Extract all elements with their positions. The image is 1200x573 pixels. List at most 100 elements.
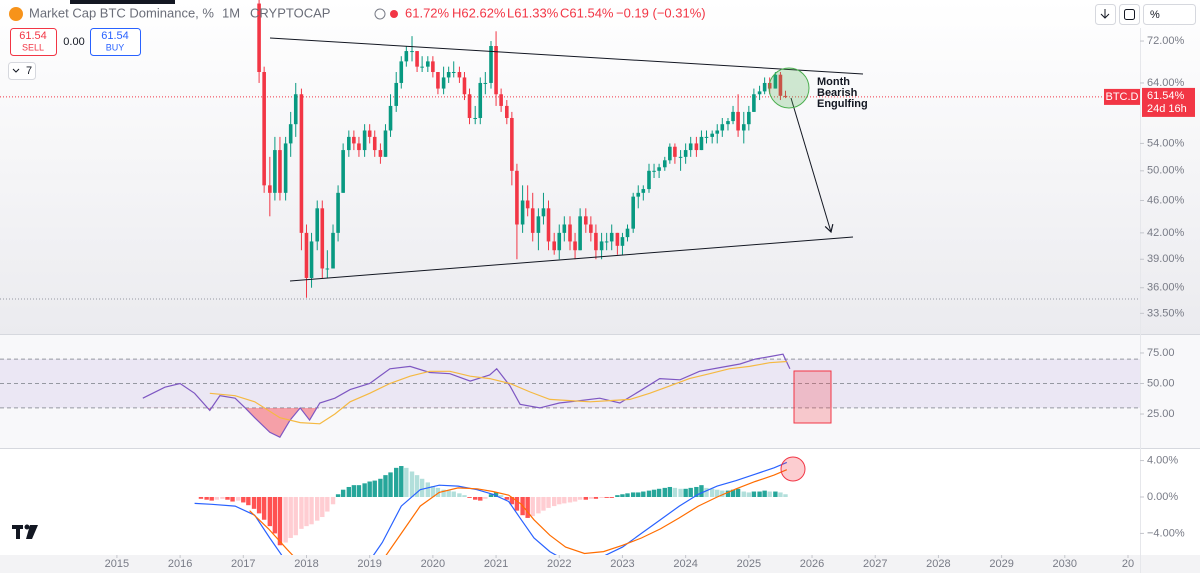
x-tick-label: 2026 (800, 558, 824, 570)
low-value: L61.33% (507, 5, 559, 20)
histogram-bar (241, 496, 246, 503)
histogram-bar (704, 487, 709, 497)
candle-body (462, 77, 467, 95)
candle-body (678, 156, 683, 158)
candle-body (568, 224, 572, 242)
candle-body (583, 216, 588, 225)
histogram-bar (383, 475, 388, 497)
histogram-bar (441, 489, 446, 497)
candle-body (410, 51, 414, 53)
histogram-bar (683, 488, 688, 497)
candle-body (641, 189, 646, 193)
candle-body (415, 51, 419, 67)
histogram-bar (509, 496, 515, 505)
y-tick-label: 50.00% (1147, 165, 1185, 177)
histogram-bar (741, 491, 746, 497)
price-plot (0, 0, 1140, 298)
histogram-bar (293, 496, 298, 536)
interval: 1M (222, 5, 240, 20)
candle-body (320, 208, 325, 269)
candle-body (372, 136, 377, 151)
candle-body (520, 200, 525, 225)
histogram-bar (694, 486, 699, 497)
scale-label: % (1150, 9, 1160, 21)
histogram-bar (546, 496, 551, 508)
x-tick-label: 2024 (673, 558, 697, 570)
histogram-bar (283, 496, 288, 543)
status-icon (374, 8, 386, 20)
candle-body (336, 192, 340, 233)
candle-body (704, 136, 709, 138)
histogram-bar (209, 496, 214, 501)
y-tick-label: 36.00% (1147, 282, 1185, 294)
x-tick-label: 2025 (737, 558, 761, 570)
sell-button[interactable] (10, 28, 57, 56)
candle-body (668, 146, 672, 161)
histogram-bar (214, 496, 219, 500)
histogram-bar (577, 496, 583, 500)
y-tick-label: 0.00% (1147, 491, 1178, 503)
histogram-bar (493, 492, 499, 497)
icon (1100, 9, 1110, 19)
histogram-bar (525, 496, 530, 518)
highlight-box (793, 370, 832, 424)
candle-body (625, 228, 630, 238)
candle-body (736, 111, 740, 131)
scale-button[interactable] (1143, 4, 1196, 25)
histogram-bar (225, 496, 230, 500)
oversold-fill (207, 407, 317, 438)
candle-body (399, 61, 404, 83)
indicators-toggle[interactable] (8, 62, 36, 80)
histogram-bar (604, 496, 609, 498)
candle-body (636, 192, 641, 197)
x-tick-label: 2028 (926, 558, 950, 570)
y-tick-label: 42.00% (1147, 227, 1185, 239)
histogram-bar (688, 487, 693, 497)
fullscreen-button[interactable] (1119, 4, 1140, 25)
histogram-bar (315, 496, 320, 521)
candle-body (341, 150, 345, 193)
histogram-bar (351, 485, 357, 497)
histogram-bar (773, 491, 778, 497)
histogram-bar (346, 486, 352, 497)
candle-body (446, 72, 451, 78)
candle-body (578, 216, 582, 251)
histogram-bar (656, 488, 662, 497)
histogram-bar (636, 492, 641, 497)
histogram-bar (367, 481, 372, 497)
histogram-bar (330, 496, 336, 505)
histogram-bar (399, 466, 404, 497)
histogram-bar (198, 496, 204, 499)
candle-body (752, 94, 756, 112)
histogram-bar (715, 489, 720, 497)
candle-body (268, 185, 272, 193)
candle-body (604, 241, 609, 243)
status-dot (390, 10, 398, 18)
sell-price: 61.54 (19, 30, 47, 42)
candle-body (620, 237, 625, 246)
price-pane (0, 0, 1200, 334)
x-tick-label: 2016 (168, 558, 192, 570)
histogram-bar (488, 494, 494, 497)
histogram-bar (757, 491, 762, 497)
x-tick-label: 2030 (1053, 558, 1077, 570)
histogram-bar (751, 491, 757, 497)
candle-body (494, 46, 498, 95)
highlight-circle (780, 456, 806, 482)
candle-body (478, 82, 483, 118)
histogram-bar (388, 472, 393, 497)
histogram-bar (536, 496, 541, 514)
y-tick-label: 54.00% (1147, 137, 1185, 149)
histogram-bar (435, 487, 441, 497)
histogram-bar (404, 467, 409, 497)
candle-body (662, 160, 667, 168)
histogram-bar (230, 496, 235, 502)
y-tick-label: 33.50% (1147, 307, 1185, 319)
candle-body (530, 208, 535, 233)
candle-body (293, 94, 298, 125)
histogram-bar (425, 482, 431, 497)
buy-button[interactable] (90, 28, 141, 56)
candle-body (683, 150, 688, 157)
histogram-bar (457, 493, 462, 497)
histogram-bar (372, 480, 377, 497)
